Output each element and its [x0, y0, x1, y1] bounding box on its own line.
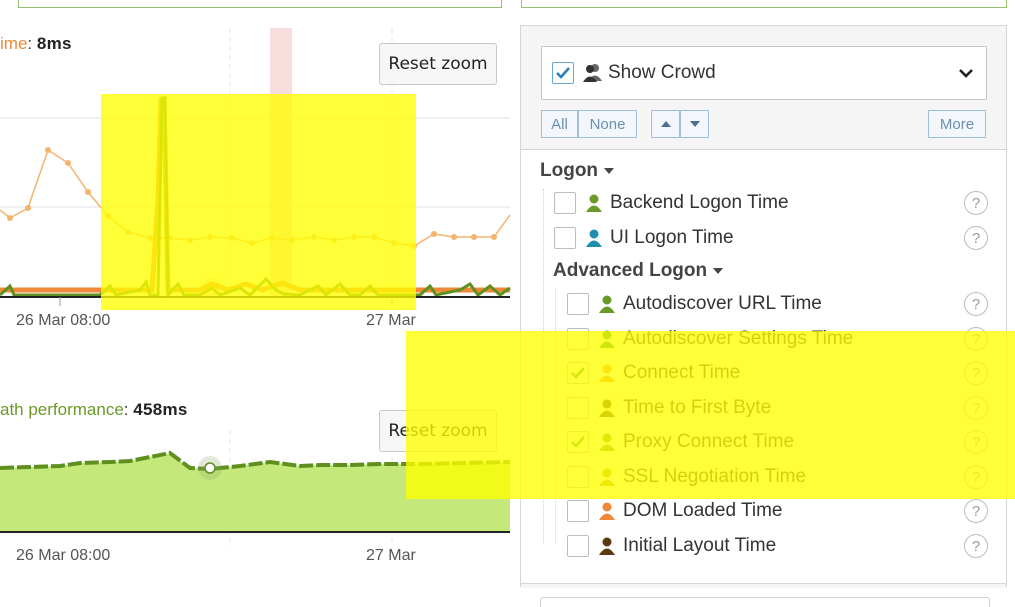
- metric-row-ui-logon-time[interactable]: UI Logon Time: [554, 223, 734, 253]
- metric-checkbox[interactable]: [554, 192, 576, 214]
- metric-row-autodiscover-settings-time[interactable]: Autodiscover Settings Time: [567, 324, 853, 354]
- metric-checkbox[interactable]: [567, 362, 589, 384]
- help-icon[interactable]: ?: [964, 226, 988, 250]
- top-x-tick-label: 27 Mar: [366, 312, 416, 329]
- bottom-x-tick-label: 26 Mar 08:00: [16, 547, 111, 564]
- group-title-logon[interactable]: Logon: [540, 160, 615, 182]
- person-icon: [599, 537, 615, 555]
- tree-guide: [555, 288, 556, 543]
- next-dropdown-edge: [540, 597, 990, 607]
- checkmark-icon: [571, 367, 585, 379]
- person-icon: [599, 364, 615, 382]
- bottom-x-tick-label: 27 Mar: [366, 547, 416, 564]
- metric-row-ssl-negotiation-time[interactable]: SSL Negotiation Time: [567, 462, 806, 492]
- help-icon[interactable]: ?: [964, 396, 988, 420]
- panel-header: Show Crowd All None More: [521, 26, 1006, 150]
- person-icon: [599, 433, 615, 451]
- select-all-button[interactable]: All: [541, 110, 578, 138]
- bottom-reset-zoom-button[interactable]: Reset zoom: [379, 410, 497, 452]
- person-icon: [586, 194, 602, 212]
- checkmark-icon: [556, 67, 570, 79]
- top-right-panel-edge: [521, 0, 1007, 8]
- tree-guide: [543, 189, 544, 543]
- more-button[interactable]: More: [928, 110, 986, 138]
- person-icon: [599, 502, 615, 520]
- metric-row-dom-loaded-time[interactable]: DOM Loaded Time: [567, 496, 782, 526]
- proxy-connect-time-line: [0, 96, 511, 299]
- metric-checkbox[interactable]: [567, 466, 589, 488]
- connect-time-line: [0, 97, 510, 293]
- panel-footer: [521, 583, 1006, 588]
- metric-checkbox[interactable]: [554, 227, 576, 249]
- move-down-button[interactable]: [680, 110, 709, 138]
- person-icon: [586, 229, 602, 247]
- metric-checkbox[interactable]: [567, 293, 589, 315]
- metric-checkbox[interactable]: [567, 500, 589, 522]
- anomaly-band: [270, 28, 292, 297]
- triangle-up-icon: [660, 121, 671, 127]
- top-reset-zoom-button[interactable]: Reset zoom: [379, 43, 497, 85]
- top-x-tick-label: 26 Mar 08:00: [16, 312, 111, 329]
- help-icon[interactable]: ?: [964, 430, 988, 454]
- bottom-chart-value: 458ms: [133, 400, 188, 419]
- select-none-button[interactable]: None: [578, 110, 637, 138]
- top-left-panel-edge: [18, 0, 502, 8]
- help-icon[interactable]: ?: [964, 191, 988, 215]
- person-icon: [599, 468, 615, 486]
- metric-row-proxy-connect-time[interactable]: Proxy Connect Time: [567, 427, 794, 457]
- metric-checkbox[interactable]: [567, 535, 589, 557]
- bottom-chart-label: ath performance: 458ms: [0, 400, 188, 419]
- move-up-button[interactable]: [651, 110, 680, 138]
- metric-checkbox[interactable]: [567, 328, 589, 350]
- hover-point: [204, 462, 216, 474]
- person-icon: [599, 295, 615, 313]
- caret-down-icon: [604, 168, 615, 174]
- help-icon[interactable]: ?: [964, 361, 988, 385]
- triangle-down-icon: [689, 121, 700, 127]
- help-icon[interactable]: ?: [964, 327, 988, 351]
- metrics-panel: Show Crowd All None More Logon Backend L…: [520, 25, 1007, 588]
- checkmark-icon: [571, 436, 585, 448]
- help-icon[interactable]: ?: [964, 499, 988, 523]
- top-chart-value: 8ms: [36, 34, 72, 53]
- performance-area: [0, 453, 510, 532]
- caret-down-icon: [713, 268, 724, 274]
- top-chart-label: ime: 8ms: [0, 34, 72, 53]
- metric-checkbox[interactable]: [567, 397, 589, 419]
- hover-marker: [202, 278, 222, 298]
- metric-row-initial-layout-time[interactable]: Initial Layout Time: [567, 531, 776, 561]
- bottom-chart[interactable]: [0, 400, 512, 550]
- help-icon[interactable]: ?: [964, 534, 988, 558]
- show-crowd-label: Show Crowd: [608, 62, 716, 83]
- person-icon: [599, 399, 615, 417]
- metric-row-autodiscover-url-time[interactable]: Autodiscover URL Time: [567, 289, 822, 319]
- group-title-advanced-logon[interactable]: Advanced Logon: [553, 260, 724, 282]
- metric-row-connect-time[interactable]: Connect Time: [567, 358, 740, 388]
- crowd-series-points: [7, 147, 497, 249]
- metric-row-backend-logon-time[interactable]: Backend Logon Time: [554, 188, 789, 218]
- help-icon[interactable]: ?: [964, 465, 988, 489]
- show-crowd-checkbox[interactable]: [552, 62, 574, 84]
- person-icon: [599, 330, 615, 348]
- chevron-down-icon: [959, 69, 973, 78]
- metric-row-time-to-first-byte[interactable]: Time to First Byte: [567, 393, 771, 423]
- crowd-icon: [583, 64, 602, 82]
- show-crowd-dropdown[interactable]: Show Crowd: [541, 46, 987, 100]
- metric-checkbox[interactable]: [567, 431, 589, 453]
- help-icon[interactable]: ?: [964, 292, 988, 316]
